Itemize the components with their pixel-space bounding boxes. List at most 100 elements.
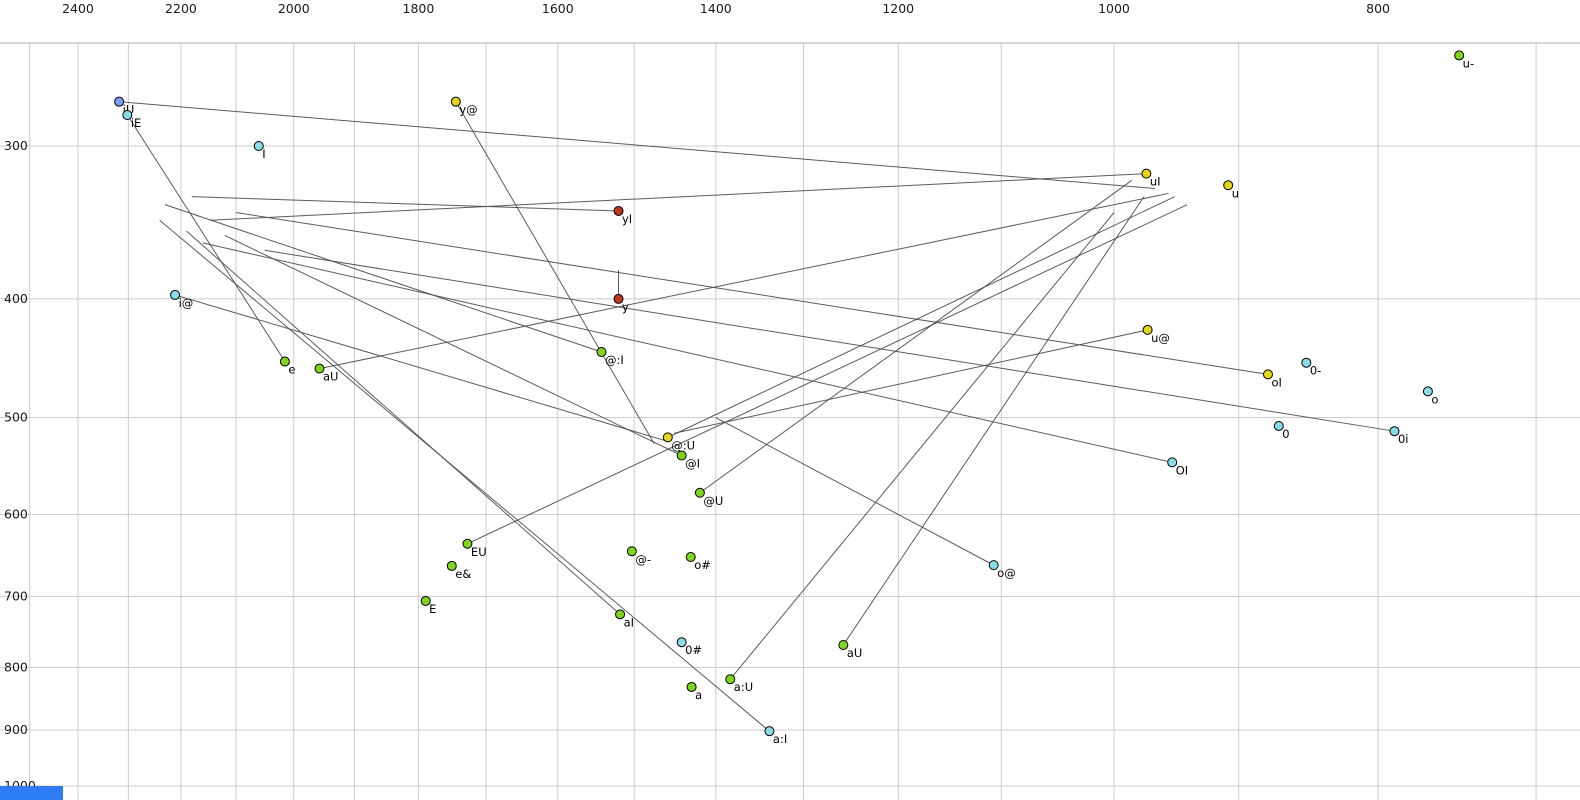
x-tick-label: 1000 bbox=[1098, 1, 1130, 16]
point-label-a:I: a:I bbox=[773, 732, 787, 746]
data-point-y@ bbox=[450, 96, 461, 107]
point-label-uI: uI bbox=[1150, 175, 1161, 189]
x-tick-label: 800 bbox=[1366, 1, 1390, 16]
data-point-o bbox=[1422, 386, 1433, 397]
x-tick-label: 1800 bbox=[403, 1, 435, 16]
data-point-i@ bbox=[170, 289, 181, 300]
@U-trajectory bbox=[699, 179, 1133, 494]
point-label-o: o bbox=[1431, 392, 1438, 406]
point-label-yI: yI bbox=[622, 212, 632, 226]
x-tick-label: 1400 bbox=[700, 1, 732, 16]
data-point-OI bbox=[1167, 457, 1178, 468]
point-label-y@: y@ bbox=[459, 103, 477, 117]
point-label-@:I: @:I bbox=[605, 353, 624, 367]
point-label-0: 0 bbox=[1282, 427, 1289, 441]
point-label-OI: OI bbox=[1176, 463, 1188, 477]
@I-trajectory bbox=[224, 235, 682, 456]
@:U-trajectory bbox=[667, 196, 1175, 438]
point-label-0#: 0# bbox=[685, 643, 702, 657]
point-label-u@: u@ bbox=[1151, 331, 1170, 345]
point-label-o#: o# bbox=[694, 558, 711, 572]
o@-trajectory bbox=[715, 417, 994, 566]
y-tick-label: 400 bbox=[4, 291, 28, 306]
point-label-a: a bbox=[695, 688, 702, 702]
data-point-@U bbox=[694, 487, 705, 498]
data-point-oI bbox=[1262, 369, 1273, 380]
x-tick-label: 2400 bbox=[62, 1, 94, 16]
a:I-trajectory bbox=[159, 219, 770, 732]
u@-trajectory bbox=[674, 329, 1148, 434]
data-point-iU bbox=[114, 96, 125, 107]
0i-trajectory bbox=[264, 249, 1395, 432]
data-point-@:I bbox=[596, 347, 607, 358]
point-label-aU: aU bbox=[323, 370, 338, 384]
y-tick-label: 800 bbox=[4, 659, 28, 674]
data-point-uI bbox=[1141, 168, 1152, 179]
OI-trajectory bbox=[202, 242, 1173, 463]
data-point-@:U bbox=[662, 432, 673, 443]
data-point-e bbox=[279, 356, 290, 367]
point-label-e&: e& bbox=[455, 567, 471, 581]
data-point-u- bbox=[1454, 50, 1465, 61]
point-label-u-: u- bbox=[1463, 56, 1474, 70]
point-label-aU: aU bbox=[847, 646, 862, 660]
point-label-u: u bbox=[1232, 186, 1239, 200]
data-point-EU bbox=[462, 538, 473, 549]
y@-trajectory bbox=[455, 101, 655, 444]
data-point-@- bbox=[626, 546, 637, 557]
data-point-aU bbox=[314, 363, 325, 374]
point-label-iE: iE bbox=[131, 116, 141, 130]
aU-front-trajectory bbox=[319, 192, 1169, 370]
point-label-aI: aI bbox=[624, 615, 634, 629]
yI-trajectory bbox=[191, 196, 619, 212]
data-point-0 bbox=[1273, 420, 1284, 431]
uI-trajectory bbox=[209, 173, 1147, 221]
y-tick-label: 900 bbox=[4, 722, 28, 737]
i@-trajectory bbox=[174, 294, 665, 441]
data-point-aU bbox=[838, 639, 849, 650]
data-point-yI bbox=[613, 205, 624, 216]
data-point-e& bbox=[446, 560, 457, 571]
y-tick-label: 600 bbox=[4, 506, 28, 521]
aI-trajectory bbox=[186, 230, 621, 615]
iE-trajectory bbox=[126, 114, 286, 362]
point-label-y: y bbox=[622, 300, 629, 314]
data-point-0# bbox=[676, 637, 687, 648]
point-label-@I: @I bbox=[685, 456, 700, 470]
point-label-0i: 0i bbox=[1398, 432, 1409, 446]
point-label-o@: o@ bbox=[997, 566, 1016, 580]
point-label-EU: EU bbox=[471, 545, 487, 559]
data-point-a:I bbox=[764, 726, 775, 737]
data-point-u@ bbox=[1142, 324, 1153, 335]
data-point-aI bbox=[615, 609, 626, 620]
data-point-0- bbox=[1301, 357, 1312, 368]
data-point-E bbox=[420, 595, 431, 606]
x-tick-label: 1600 bbox=[542, 1, 574, 16]
data-point-@I bbox=[676, 450, 687, 461]
point-label-a:U: a:U bbox=[734, 680, 753, 694]
aU-trajectory bbox=[842, 196, 1145, 646]
y-tick-label: 300 bbox=[4, 138, 28, 153]
point-label-i@: i@ bbox=[179, 296, 194, 310]
x-tick-label: 2200 bbox=[165, 1, 197, 16]
oI-trajectory bbox=[235, 212, 1269, 375]
data-point-I bbox=[253, 141, 264, 152]
data-point-o# bbox=[685, 552, 696, 563]
point-label-@-: @- bbox=[635, 552, 651, 566]
data-point-0i bbox=[1389, 426, 1400, 437]
bottom-left-blue-strip bbox=[0, 786, 63, 800]
@:I-trajectory bbox=[164, 204, 602, 353]
data-point-iE bbox=[122, 109, 133, 120]
data-point-o@ bbox=[988, 560, 999, 571]
data-point-y bbox=[613, 293, 624, 304]
point-label-oI: oI bbox=[1271, 375, 1281, 389]
iU-trajectory bbox=[119, 101, 1155, 190]
a:U-trajectory bbox=[729, 212, 1115, 680]
point-label-e: e bbox=[288, 363, 295, 377]
point-label-0-: 0- bbox=[1310, 364, 1321, 378]
data-point-u bbox=[1223, 180, 1234, 191]
point-label-E: E bbox=[429, 602, 436, 616]
point-label-@U: @U bbox=[703, 494, 723, 508]
